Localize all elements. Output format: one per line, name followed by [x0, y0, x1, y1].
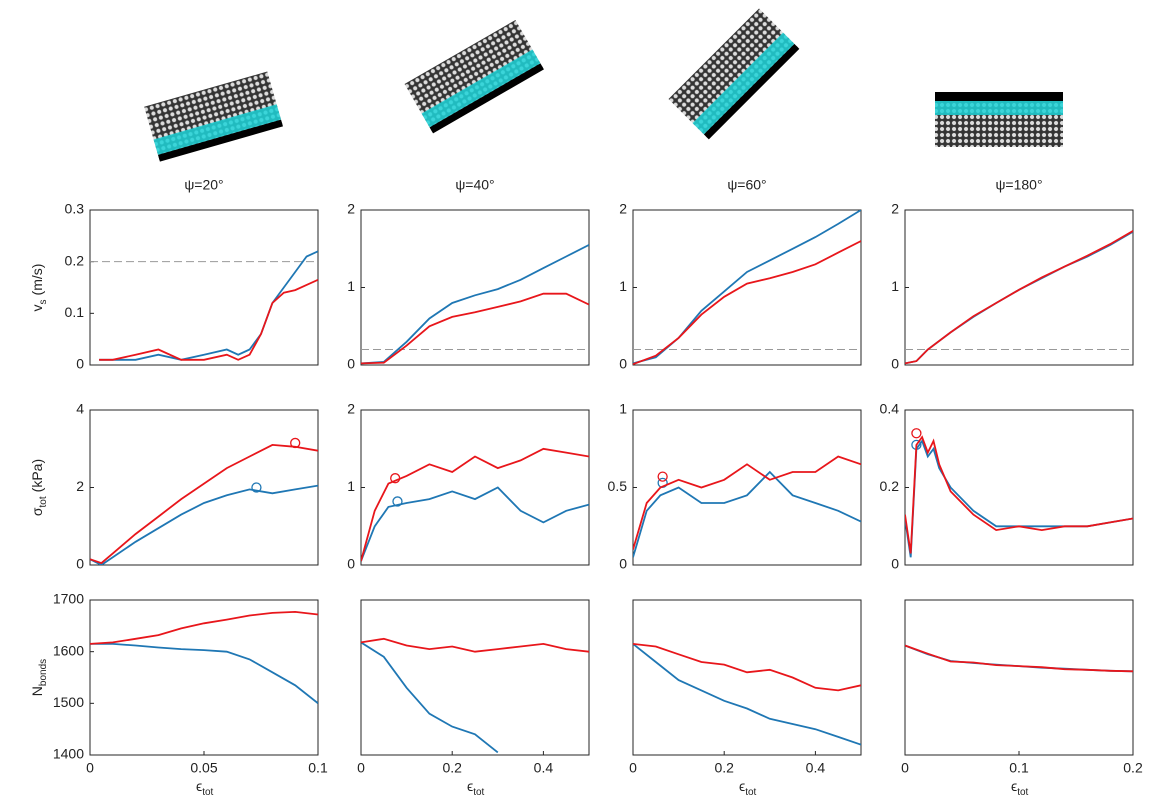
- y-tick-label: 1: [347, 478, 355, 494]
- x-tick-label: 0: [629, 760, 637, 776]
- y-tick-label: 1400: [53, 746, 84, 762]
- y-tick-label: 1: [347, 278, 355, 294]
- y-axis-label-main: N: [29, 686, 45, 696]
- x-tick-label: 0.1: [308, 760, 328, 776]
- y-tick-label: 2: [619, 201, 627, 217]
- panel-title: ψ=20°: [184, 177, 223, 193]
- x-tick-label: 0: [901, 760, 909, 776]
- series-line: [905, 231, 1133, 364]
- y-tick-label: 0: [76, 356, 84, 372]
- specimen-image: [669, 9, 800, 140]
- y-axis-label: vs (m/s): [29, 264, 49, 312]
- axes-frame: [633, 210, 861, 365]
- series-line: [905, 232, 1133, 364]
- x-tick-label: 0: [86, 760, 94, 776]
- x-axis-label-sub: tot: [745, 787, 756, 798]
- y-tick-label: 0.5: [608, 478, 628, 494]
- series-line: [633, 457, 861, 550]
- y-tick-label: 0.3: [65, 201, 85, 217]
- axes-frame: [361, 210, 589, 365]
- series-line: [361, 245, 589, 364]
- y-tick-label: 0: [891, 356, 899, 372]
- x-axis-label: ϵtot: [739, 778, 757, 798]
- x-axis-label: ϵtot: [196, 778, 214, 798]
- axes-frame: [905, 410, 1133, 565]
- y-tick-label: 0: [891, 556, 899, 572]
- x-axis-label: ϵtot: [1011, 778, 1029, 798]
- y-tick-label: 0.1: [65, 304, 85, 320]
- figure: ψ=20° 0 0.1 0.2 0.3 vs (m/s) ψ=40° 0 1 2 ψ=60° 0 1 2 ψ=…: [0, 0, 1150, 807]
- x-tick-label: 0.4: [806, 760, 826, 776]
- y-tick-label: 1700: [53, 591, 84, 607]
- peak-marker: [912, 429, 921, 438]
- specimen-image: [405, 20, 544, 133]
- y-tick-label: 0.4: [880, 401, 900, 417]
- y-axis-label-sub: tot: [38, 496, 49, 507]
- x-tick-label: 0.1: [1009, 760, 1029, 776]
- specimen-image: [144, 72, 283, 162]
- y-tick-label: 2: [76, 478, 84, 494]
- y-tick-label: 0: [347, 556, 355, 572]
- x-tick-label: 0.2: [442, 760, 462, 776]
- axes-frame: [90, 410, 318, 565]
- x-tick-label: 0.2: [1123, 760, 1143, 776]
- axes-frame: [361, 600, 589, 755]
- y-axis-label: Nbonds: [29, 659, 49, 696]
- x-axis-label: ϵtot: [467, 778, 485, 798]
- y-tick-label: 1: [619, 401, 627, 417]
- panel-title: ψ=60°: [727, 177, 766, 193]
- x-axis-label-sub: tot: [202, 787, 213, 798]
- y-tick-label: 0: [619, 356, 627, 372]
- axes-frame: [633, 410, 861, 565]
- x-tick-label: 0: [357, 760, 365, 776]
- y-axis-label-main: σ: [29, 507, 45, 516]
- y-tick-label: 1500: [53, 694, 84, 710]
- x-tick-label: 0.4: [534, 760, 554, 776]
- panel-title: ψ=180°: [995, 177, 1042, 193]
- y-axis-label-main: v: [29, 304, 45, 311]
- series-line: [90, 644, 318, 703]
- axes-frame: [361, 410, 589, 565]
- series-line: [361, 642, 498, 752]
- y-axis-label-sub: bonds: [38, 659, 49, 686]
- series-line: [633, 241, 861, 364]
- x-tick-label: 0.05: [190, 760, 217, 776]
- x-axis-label-sub: tot: [1017, 787, 1028, 798]
- series-line: [90, 612, 318, 644]
- series-line: [905, 441, 1133, 557]
- y-tick-label: 2: [347, 201, 355, 217]
- y-tick-label: 1600: [53, 642, 84, 658]
- y-tick-label: 0: [347, 356, 355, 372]
- y-tick-label: 2: [347, 401, 355, 417]
- series-line: [99, 280, 318, 360]
- series-line: [633, 644, 861, 745]
- series-line: [99, 251, 318, 359]
- y-axis-label: σtot (kPa): [29, 459, 49, 516]
- y-tick-label: 1: [619, 278, 627, 294]
- y-tick-label: 0.2: [880, 478, 900, 494]
- y-tick-label: 0: [76, 556, 84, 572]
- y-axis-label-rest: (m/s): [29, 264, 45, 296]
- axes-frame: [905, 600, 1133, 755]
- y-tick-label: 4: [76, 401, 84, 417]
- y-tick-label: 2: [891, 201, 899, 217]
- y-tick-label: 1: [891, 278, 899, 294]
- axes-frame: [633, 600, 861, 755]
- peak-marker: [658, 472, 667, 481]
- series-line: [633, 210, 861, 363]
- specimen-image: [935, 92, 1063, 147]
- series-line: [905, 646, 1133, 672]
- series-line: [361, 639, 589, 652]
- series-line: [361, 488, 589, 562]
- series-line: [90, 486, 318, 565]
- x-tick-label: 0.2: [714, 760, 734, 776]
- panel-title: ψ=40°: [455, 177, 494, 193]
- series-line: [905, 437, 1133, 553]
- y-axis-label-sub: s: [38, 299, 49, 304]
- y-axis-label-rest: (kPa): [29, 459, 45, 492]
- y-tick-label: 0.2: [65, 252, 85, 268]
- series-line: [633, 644, 861, 691]
- x-axis-label-sub: tot: [473, 787, 484, 798]
- y-tick-label: 0: [619, 556, 627, 572]
